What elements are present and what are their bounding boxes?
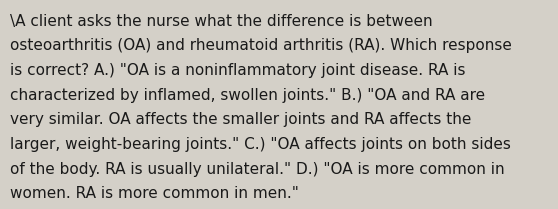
Text: women. RA is more common in men.": women. RA is more common in men."	[10, 186, 299, 201]
Text: larger, weight-bearing joints." C.) "OA affects joints on both sides: larger, weight-bearing joints." C.) "OA …	[10, 137, 511, 152]
Text: is correct? A.) "OA is a noninflammatory joint disease. RA is: is correct? A.) "OA is a noninflammatory…	[10, 63, 465, 78]
Text: \A client asks the nurse what the difference is between: \A client asks the nurse what the differ…	[10, 14, 432, 29]
Text: of the body. RA is usually unilateral." D.) "OA is more common in: of the body. RA is usually unilateral." …	[10, 162, 504, 177]
Text: very similar. OA affects the smaller joints and RA affects the: very similar. OA affects the smaller joi…	[10, 112, 472, 127]
Text: characterized by inflamed, swollen joints." B.) "OA and RA are: characterized by inflamed, swollen joint…	[10, 88, 485, 103]
Text: osteoarthritis (OA) and rheumatoid arthritis (RA). Which response: osteoarthritis (OA) and rheumatoid arthr…	[10, 38, 512, 53]
